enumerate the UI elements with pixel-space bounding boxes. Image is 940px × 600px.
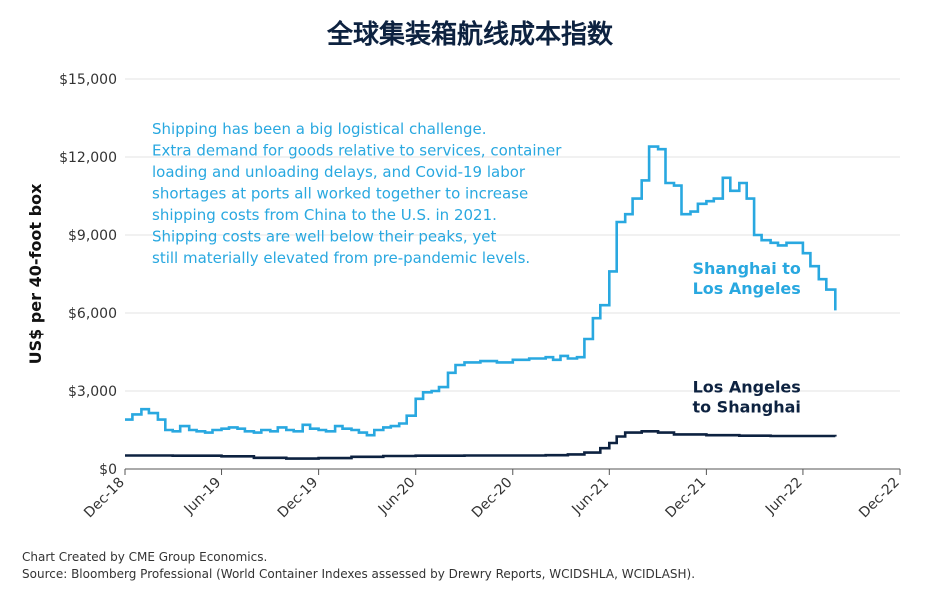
x-tick-label: Dec-18 bbox=[81, 475, 128, 522]
series-line bbox=[125, 430, 837, 460]
y-tick-label: $12,000 bbox=[59, 150, 117, 166]
x-tick-label: Jun-20 bbox=[375, 475, 419, 519]
chart-credit: Chart Created by CME Group Economics. bbox=[22, 550, 268, 564]
annotation-line: shipping costs from China to the U.S. in… bbox=[152, 206, 497, 224]
x-tick-label: Dec-19 bbox=[275, 475, 322, 522]
x-tick-label: Jun-19 bbox=[181, 475, 225, 519]
y-tick-label: $6,000 bbox=[68, 306, 117, 322]
annotation-text: Shipping has been a big logistical chall… bbox=[152, 120, 562, 267]
series-label-line: Shanghai to bbox=[692, 259, 800, 278]
annotation-line: Shipping costs are well below their peak… bbox=[152, 228, 496, 246]
chart-source: Source: Bloomberg Professional (World Co… bbox=[22, 567, 696, 581]
gridlines bbox=[125, 78, 900, 392]
x-tick-label: Dec-22 bbox=[856, 475, 903, 522]
series-label-line: to Shanghai bbox=[692, 397, 800, 416]
y-tick-label: $9,000 bbox=[68, 228, 117, 244]
x-tick-label: Jun-22 bbox=[762, 475, 806, 519]
x-tick-label: Dec-21 bbox=[663, 475, 710, 522]
annotation-line: shortages at ports all worked together t… bbox=[152, 185, 528, 203]
series-label-line: Los Angeles bbox=[693, 279, 801, 298]
annotation-line: Shipping has been a big logistical chall… bbox=[152, 120, 486, 138]
x-tick-label: Dec-20 bbox=[469, 475, 516, 522]
chart-title: 全球集装箱航线成本指数 bbox=[326, 20, 613, 50]
annotation-line: still materially elevated from pre-pande… bbox=[152, 249, 530, 267]
annotation-line: Extra demand for goods relative to servi… bbox=[152, 142, 562, 160]
series-lines bbox=[125, 145, 837, 460]
series-label: Shanghai to Los Angeles bbox=[692, 259, 800, 298]
series-line bbox=[125, 145, 837, 437]
annotation: Shipping has been a big logistical chall… bbox=[152, 120, 562, 267]
y-tick-label: $0 bbox=[99, 462, 117, 478]
series-label: Los Angeles to Shanghai bbox=[692, 377, 800, 416]
y-axis-title: US$ per 40-foot box bbox=[26, 183, 45, 365]
x-tick-label: Jun-21 bbox=[568, 475, 612, 519]
series-label-line: Los Angeles bbox=[693, 377, 801, 396]
y-tick-label: $3,000 bbox=[68, 384, 117, 400]
y-tick-label: $15,000 bbox=[59, 72, 117, 88]
annotation-line: loading and unloading delays, and Covid-… bbox=[152, 163, 526, 181]
